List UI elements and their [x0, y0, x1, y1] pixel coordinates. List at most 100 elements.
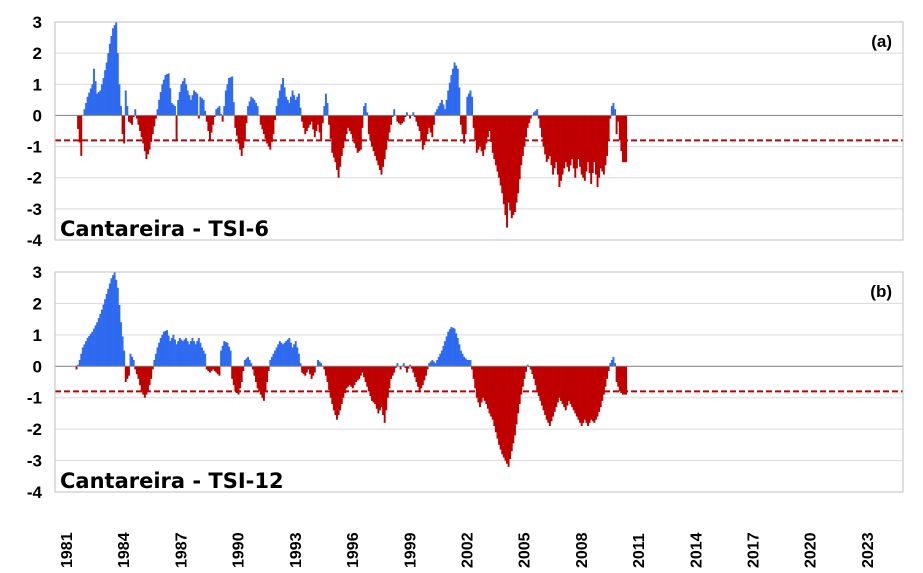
tsi-bar	[288, 338, 291, 367]
tsi-bar	[205, 115, 208, 122]
tsi-bar	[328, 366, 331, 390]
tsi-bar	[351, 115, 354, 139]
tsi-bar	[169, 88, 172, 116]
tsi-bar	[455, 65, 458, 116]
tsi-bar	[132, 115, 135, 117]
tsi-bar	[116, 53, 119, 116]
tsi-bar	[215, 366, 218, 373]
tsi-bar	[525, 366, 528, 372]
y-tick-label: 3	[33, 263, 42, 282]
tsi-bar	[588, 366, 591, 423]
tsi-bar	[471, 366, 474, 370]
tsi-bar	[359, 115, 362, 150]
tsi-bar	[289, 96, 292, 116]
tsi-bar	[540, 115, 543, 138]
tsi-bar	[164, 74, 167, 116]
tsi-bar	[618, 115, 621, 141]
tsi-bar	[493, 115, 496, 160]
tsi-bar	[494, 366, 497, 433]
tsi-bar	[224, 90, 227, 116]
tsi-bar	[410, 366, 413, 369]
tsi-bar	[88, 335, 91, 367]
tsi-bar	[170, 338, 173, 367]
tsi-bar	[229, 77, 232, 116]
tsi-bar	[469, 90, 472, 116]
tsi-bar	[425, 115, 427, 141]
tsi-bar	[421, 115, 424, 150]
tsi-bar	[293, 344, 296, 367]
y-tick-label: 2	[33, 44, 42, 63]
tsi-bar	[402, 363, 405, 367]
tsi-bar	[274, 115, 277, 121]
tsi-bar	[561, 366, 564, 404]
panel-b-title: Cantareira - TSI-12	[60, 469, 284, 493]
tsi-bar	[266, 366, 269, 382]
tsi-bar	[593, 115, 596, 163]
tsi-bar	[191, 338, 194, 367]
tsi-bar	[498, 366, 501, 445]
tsi-bar	[91, 84, 94, 116]
tsi-bar	[488, 115, 491, 131]
tsi-bar	[297, 353, 300, 367]
tsi-bar	[371, 115, 373, 147]
tsi-bar	[356, 366, 359, 381]
y-tick-label: 1	[33, 75, 42, 94]
tsi-bar	[186, 341, 189, 367]
tsi-bar	[590, 366, 593, 420]
tsi-bar	[606, 366, 609, 379]
tsi-bar	[239, 115, 242, 150]
y-tick-label: -1	[27, 389, 42, 408]
tsi-bar	[612, 356, 615, 367]
tsi-bar	[100, 309, 103, 367]
tsi-bar	[421, 366, 424, 386]
tsi-bar	[150, 115, 153, 142]
tsi-bar	[231, 76, 234, 116]
tsi-bar	[463, 356, 466, 367]
tsi-bar	[253, 366, 256, 376]
tsi-bar	[363, 106, 365, 116]
tsi-bar	[396, 363, 399, 367]
tsi-bar	[550, 366, 553, 422]
tsi-bar	[309, 366, 311, 375]
tsi-bar	[188, 344, 191, 367]
tsi-bar	[126, 106, 129, 116]
tsi-bar	[528, 115, 531, 124]
panel-a-title: Cantareira - TSI-6	[60, 217, 269, 241]
tsi-bar	[428, 363, 431, 367]
tsi-bar	[93, 68, 95, 116]
tsi-bar	[85, 102, 88, 116]
x-tick-label: 1984	[116, 532, 133, 568]
tsi-bar	[323, 106, 326, 116]
tsi-bar	[142, 115, 145, 144]
tsi-bar	[245, 358, 248, 367]
tsi-bar	[472, 366, 475, 379]
tsi-bar	[447, 331, 450, 367]
tsi-bar	[226, 84, 229, 116]
tsi-bar	[126, 366, 129, 379]
tsi-bar	[158, 342, 161, 367]
tsi-bar	[606, 115, 609, 156]
tsi-bar	[475, 115, 478, 153]
tsi-bar	[617, 366, 620, 387]
tsi-bar	[139, 115, 142, 131]
tsi-bar	[582, 115, 585, 178]
tsi-bar	[463, 115, 466, 144]
tsi-bar	[120, 322, 122, 367]
tsi-bar	[598, 366, 601, 412]
tsi-bar	[134, 109, 137, 116]
tsi-bar	[340, 366, 343, 404]
tsi-bar	[423, 366, 426, 381]
tsi-bar	[542, 115, 545, 147]
tsi-bar	[81, 347, 84, 367]
tsi-bar	[131, 356, 134, 367]
tsi-bar	[386, 366, 389, 398]
tsi-bar	[118, 305, 121, 367]
tsi-bar	[147, 115, 149, 155]
tsi-bar	[517, 366, 520, 414]
tsi-bar	[75, 366, 78, 370]
tsi-bar	[537, 115, 540, 119]
tsi-bar	[428, 115, 431, 128]
tsi-bar	[474, 366, 477, 389]
tsi-bar	[375, 366, 378, 409]
tsi-bar	[363, 366, 365, 378]
